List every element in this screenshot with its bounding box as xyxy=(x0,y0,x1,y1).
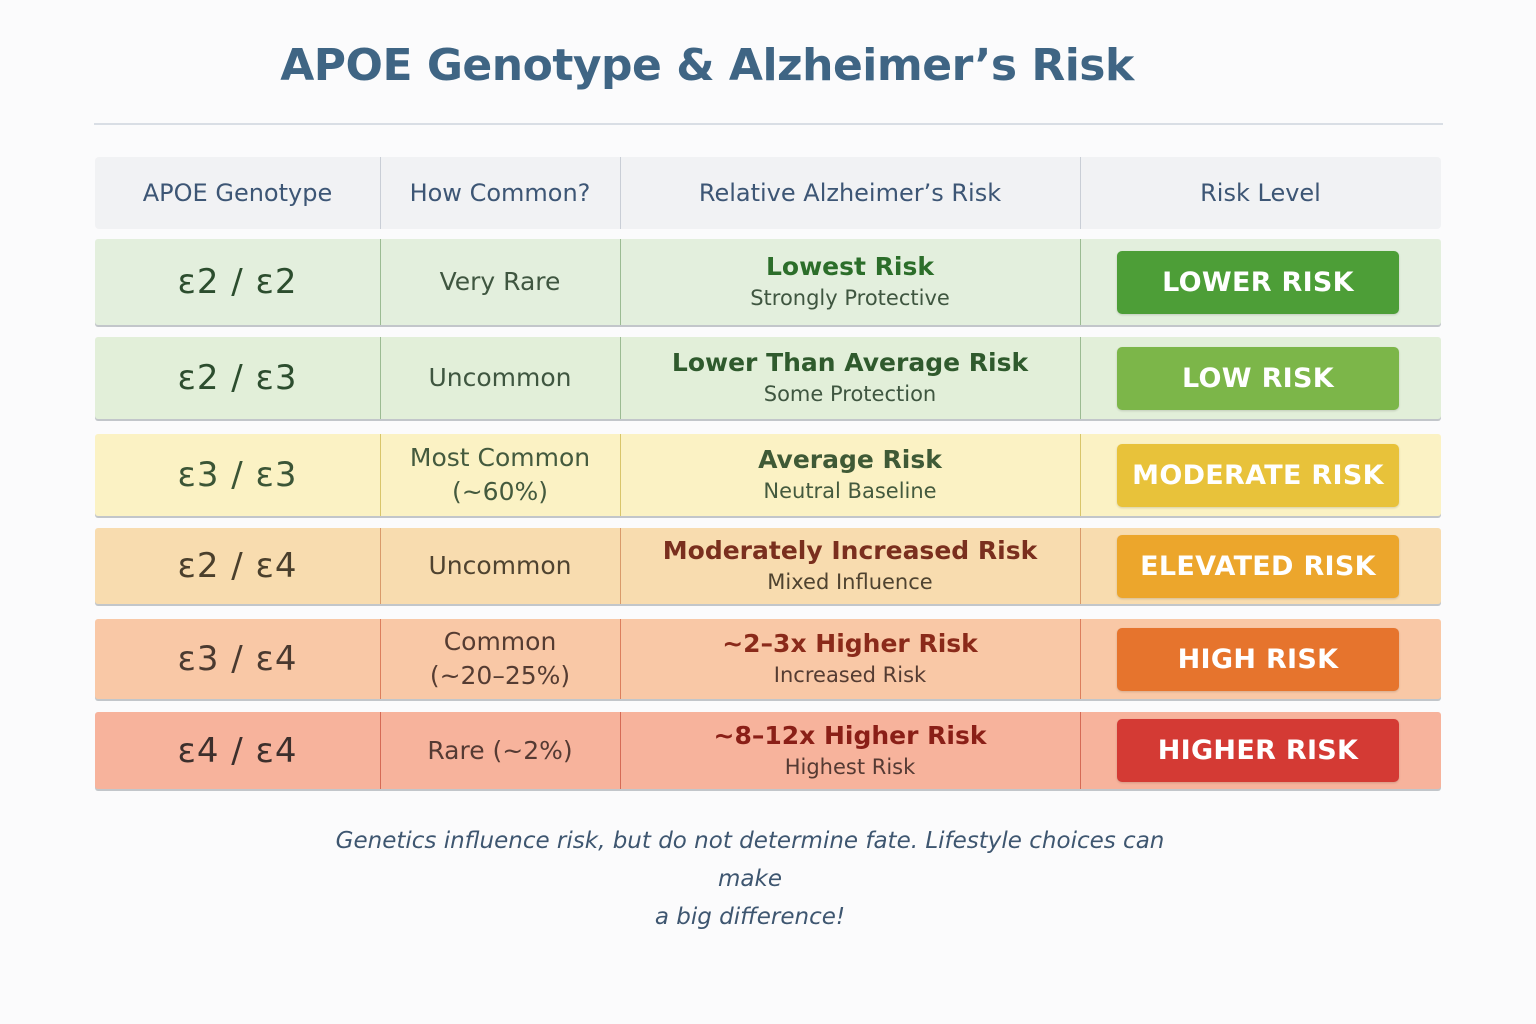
header-risk-level: Risk Level xyxy=(1200,179,1321,207)
column-divider xyxy=(1080,619,1081,699)
relative-risk-main: ~8–12x Higher Risk xyxy=(713,720,987,750)
table-row: ε3 / ε3 Most Common (~60%) Average Risk Neut… xyxy=(95,434,1441,516)
table-row: ε3 / ε4 Common (~20–25%) ~2–3x Higher Risk I… xyxy=(95,619,1441,699)
title-divider xyxy=(94,123,1443,125)
genotype-cell: ε3 / ε3 xyxy=(177,455,298,495)
column-divider xyxy=(380,712,381,789)
risk-level-badge: HIGHER RISK xyxy=(1117,719,1399,782)
genotype-cell: ε4 / ε4 xyxy=(177,730,298,771)
footnote: Genetics influence risk, but do not dete… xyxy=(320,822,1180,936)
column-divider xyxy=(1080,239,1081,325)
frequency-cell: Very Rare xyxy=(380,239,620,325)
column-divider xyxy=(1080,434,1081,516)
frequency-text: Very Rare xyxy=(439,267,561,296)
relative-risk-note: Strongly Protective xyxy=(750,286,950,310)
header-divider xyxy=(620,157,621,229)
frequency-cell: Rare (~2%) xyxy=(380,712,620,789)
header-genotype: APOE Genotype xyxy=(142,179,333,207)
column-divider xyxy=(620,619,621,699)
footnote-line: Genetics influence risk, but do not dete… xyxy=(335,828,1165,892)
frequency-text: Most Common xyxy=(409,443,591,472)
column-divider xyxy=(1080,528,1081,604)
relative-risk-cell: Moderately Increased Risk Mixed Influence xyxy=(620,528,1080,604)
column-divider xyxy=(380,434,381,516)
frequency-cell: Common (~20–25%) xyxy=(380,619,620,699)
column-divider xyxy=(620,528,621,604)
frequency-text: Common xyxy=(443,627,557,656)
risk-level-badge: MODERATE RISK xyxy=(1117,444,1399,507)
relative-risk-main: ~2–3x Higher Risk xyxy=(722,629,978,658)
table-row: ε2 / ε4 Uncommon Moderately Increased Risk… xyxy=(95,528,1441,604)
risk-level-badge: HIGH RISK xyxy=(1117,628,1399,691)
relative-risk-cell: Lowest Risk Strongly Protective xyxy=(620,239,1080,325)
relative-risk-note: Some Protection xyxy=(763,382,937,406)
column-divider xyxy=(620,434,621,516)
risk-level-badge: ELEVATED RISK xyxy=(1117,535,1399,598)
page-title: APOE Genotype & Alzheimer’s Risk xyxy=(280,40,1134,91)
column-divider xyxy=(620,712,621,789)
risk-level-badge: LOWER RISK xyxy=(1117,251,1399,314)
genotype-cell: ε2 / ε4 xyxy=(177,546,298,586)
relative-risk-main: Moderately Increased Risk xyxy=(662,536,1038,565)
table-row: ε4 / ε4 Rare (~2%) ~8–12x Higher Risk Highe… xyxy=(95,712,1441,789)
table-row: ε2 / ε3 Uncommon Lower Than Average Risk So… xyxy=(95,337,1441,419)
table-header: APOE Genotype How Common? Relative Alzhe… xyxy=(95,157,1441,229)
relative-risk-main: Average Risk xyxy=(758,445,942,474)
column-divider xyxy=(1080,712,1081,789)
column-divider xyxy=(1080,337,1081,419)
column-divider xyxy=(380,619,381,699)
risk-level-badge: LOW RISK xyxy=(1117,347,1399,410)
header-common: How Common? xyxy=(409,179,591,207)
frequency-text: (~60%) xyxy=(451,477,549,506)
genotype-cell: ε2 / ε3 xyxy=(177,358,298,398)
relative-risk-note: Mixed Influence xyxy=(767,570,933,594)
relative-risk-cell: Lower Than Average Risk Some Protection xyxy=(620,337,1080,419)
relative-risk-note: Neutral Baseline xyxy=(763,479,937,503)
footnote-line: a big difference! xyxy=(654,904,846,930)
column-divider xyxy=(620,239,621,325)
frequency-text: Rare (~2%) xyxy=(427,735,573,765)
header-relative-risk: Relative Alzheimer’s Risk xyxy=(698,179,1002,207)
relative-risk-cell: Average Risk Neutral Baseline xyxy=(620,434,1080,516)
frequency-text: Uncommon xyxy=(428,363,572,392)
genotype-cell: ε2 / ε2 xyxy=(177,262,298,302)
relative-risk-note: Increased Risk xyxy=(773,663,927,687)
header-divider xyxy=(1080,157,1081,229)
frequency-text: (~20–25%) xyxy=(429,661,571,690)
header-divider xyxy=(380,157,381,229)
frequency-cell: Uncommon xyxy=(380,337,620,419)
relative-risk-cell: ~8–12x Higher Risk Highest Risk xyxy=(620,712,1080,789)
frequency-text: Uncommon xyxy=(428,551,572,580)
relative-risk-note: Highest Risk xyxy=(784,754,916,779)
column-divider xyxy=(380,528,381,604)
relative-risk-cell: ~2–3x Higher Risk Increased Risk xyxy=(620,619,1080,699)
frequency-cell: Uncommon xyxy=(380,528,620,604)
relative-risk-main: Lower Than Average Risk xyxy=(671,348,1029,377)
column-divider xyxy=(380,337,381,419)
table-row: ε2 / ε2 Very Rare Lowest Risk Strongly Prot… xyxy=(95,239,1441,325)
column-divider xyxy=(620,337,621,419)
relative-risk-main: Lowest Risk xyxy=(765,252,935,281)
frequency-cell: Most Common (~60%) xyxy=(380,434,620,516)
column-divider xyxy=(380,239,381,325)
genotype-cell: ε3 / ε4 xyxy=(177,639,298,679)
